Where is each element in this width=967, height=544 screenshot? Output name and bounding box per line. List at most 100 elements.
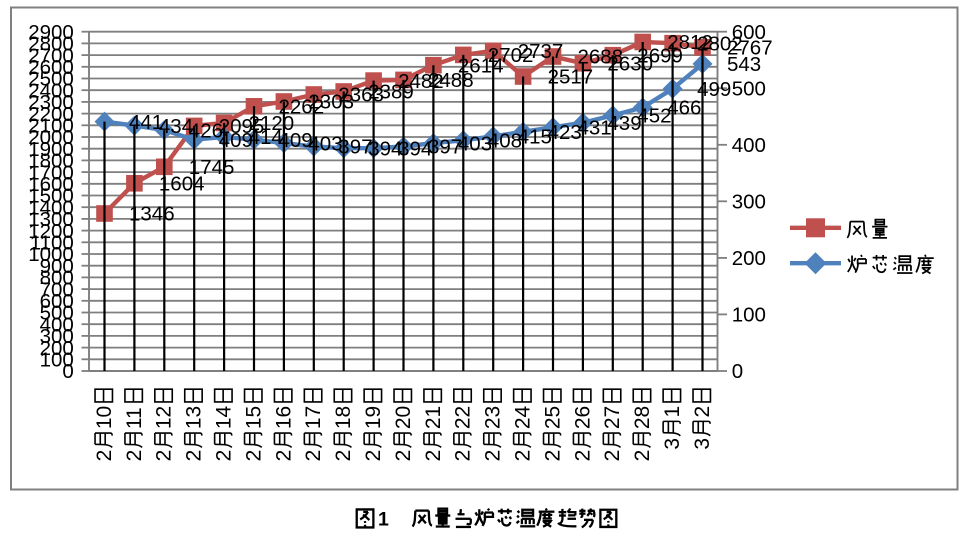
svg-text:600: 600 <box>732 21 766 44</box>
svg-text:2482: 2482 <box>398 70 444 93</box>
svg-text:499: 499 <box>697 78 731 101</box>
svg-text:14: 14 <box>213 405 236 429</box>
svg-text:400: 400 <box>40 313 74 336</box>
svg-text:2303: 2303 <box>308 91 354 114</box>
svg-text:403: 403 <box>458 132 492 155</box>
svg-text:2: 2 <box>541 450 564 462</box>
svg-text:2: 2 <box>392 450 415 462</box>
svg-text:2: 2 <box>213 450 236 462</box>
svg-text:441: 441 <box>129 111 163 134</box>
svg-text:2: 2 <box>123 450 146 462</box>
svg-text:394: 394 <box>368 137 402 160</box>
svg-text:2: 2 <box>302 450 325 462</box>
svg-text:1: 1 <box>378 508 389 530</box>
svg-text:2389: 2389 <box>368 81 414 104</box>
svg-text:1800: 1800 <box>28 150 74 173</box>
svg-text:2630: 2630 <box>607 53 653 76</box>
svg-text:2702: 2702 <box>488 44 534 67</box>
svg-text:2300: 2300 <box>28 91 74 114</box>
svg-text:2688: 2688 <box>578 46 624 69</box>
svg-text:2: 2 <box>93 450 116 462</box>
svg-text:1000: 1000 <box>28 243 74 266</box>
svg-text:2: 2 <box>601 450 624 462</box>
svg-text:11: 11 <box>123 407 146 429</box>
svg-text:2: 2 <box>362 450 385 462</box>
svg-text:16: 16 <box>272 406 295 429</box>
svg-text:2: 2 <box>571 450 594 462</box>
svg-text:200: 200 <box>732 247 766 270</box>
svg-text:1400: 1400 <box>28 196 74 219</box>
svg-text:12: 12 <box>153 406 176 429</box>
svg-text:2200: 2200 <box>28 103 74 126</box>
svg-text:2: 2 <box>332 450 355 462</box>
svg-text:2517: 2517 <box>548 66 594 89</box>
svg-text:700: 700 <box>40 278 74 301</box>
svg-text:403: 403 <box>308 132 342 155</box>
svg-text:1300: 1300 <box>28 208 74 231</box>
svg-text:2400: 2400 <box>28 79 74 102</box>
svg-text:2: 2 <box>482 450 505 462</box>
svg-text:466: 466 <box>667 97 701 120</box>
svg-text:2: 2 <box>242 450 265 462</box>
svg-text:20: 20 <box>392 406 415 429</box>
svg-text:24: 24 <box>512 405 535 429</box>
svg-text:431: 431 <box>578 117 612 140</box>
svg-text:26: 26 <box>571 406 594 429</box>
svg-text:23: 23 <box>482 406 505 429</box>
svg-text:0: 0 <box>62 360 73 383</box>
svg-text:409: 409 <box>219 129 253 152</box>
svg-text:439: 439 <box>607 112 641 135</box>
svg-text:2: 2 <box>691 406 714 418</box>
svg-text:2614: 2614 <box>458 54 504 77</box>
svg-text:10: 10 <box>93 406 116 429</box>
svg-text:1900: 1900 <box>28 138 74 161</box>
svg-text:452: 452 <box>637 105 671 128</box>
svg-text:2100: 2100 <box>28 115 74 138</box>
svg-text:2120: 2120 <box>249 112 295 135</box>
svg-text:1600: 1600 <box>28 173 74 196</box>
svg-text:2800: 2800 <box>28 33 74 56</box>
svg-text:2500: 2500 <box>28 68 74 91</box>
svg-text:394: 394 <box>398 137 432 160</box>
svg-text:2900: 2900 <box>28 21 74 44</box>
svg-text:800: 800 <box>40 267 74 290</box>
svg-text:200: 200 <box>40 337 74 360</box>
svg-text:2: 2 <box>452 450 475 462</box>
svg-text:19: 19 <box>362 406 385 429</box>
svg-text:2: 2 <box>183 450 206 462</box>
svg-text:2: 2 <box>272 450 295 462</box>
svg-text:409: 409 <box>279 129 313 152</box>
svg-text:13: 13 <box>183 406 206 429</box>
svg-text:28: 28 <box>631 406 654 429</box>
svg-text:1745: 1745 <box>189 156 235 179</box>
svg-text:2: 2 <box>422 450 445 462</box>
svg-text:1604: 1604 <box>159 173 205 196</box>
svg-text:2737: 2737 <box>518 40 564 63</box>
svg-text:2: 2 <box>631 450 654 462</box>
svg-text:25: 25 <box>541 406 564 429</box>
svg-text:397: 397 <box>428 136 462 159</box>
svg-text:408: 408 <box>488 130 522 153</box>
svg-text:2: 2 <box>153 450 176 462</box>
svg-text:18: 18 <box>332 406 355 429</box>
svg-text:2262: 2262 <box>279 96 325 119</box>
svg-text:0: 0 <box>732 360 743 383</box>
svg-text:415: 415 <box>518 126 552 149</box>
svg-text:414: 414 <box>249 126 283 149</box>
svg-text:2000: 2000 <box>28 126 74 149</box>
svg-text:397: 397 <box>338 136 372 159</box>
svg-text:500: 500 <box>732 78 766 101</box>
svg-text:100: 100 <box>732 304 766 327</box>
svg-text:600: 600 <box>40 290 74 313</box>
svg-text:1100: 1100 <box>30 232 74 255</box>
svg-text:900: 900 <box>40 255 74 278</box>
svg-text:2700: 2700 <box>28 44 74 67</box>
svg-text:100: 100 <box>40 349 74 372</box>
svg-text:2363: 2363 <box>338 84 384 107</box>
svg-text:1346: 1346 <box>129 203 175 226</box>
svg-text:27: 27 <box>601 406 624 429</box>
svg-text:300: 300 <box>732 191 766 214</box>
svg-text:1: 1 <box>661 406 684 418</box>
svg-text:2488: 2488 <box>428 69 474 92</box>
svg-text:15: 15 <box>242 406 265 429</box>
